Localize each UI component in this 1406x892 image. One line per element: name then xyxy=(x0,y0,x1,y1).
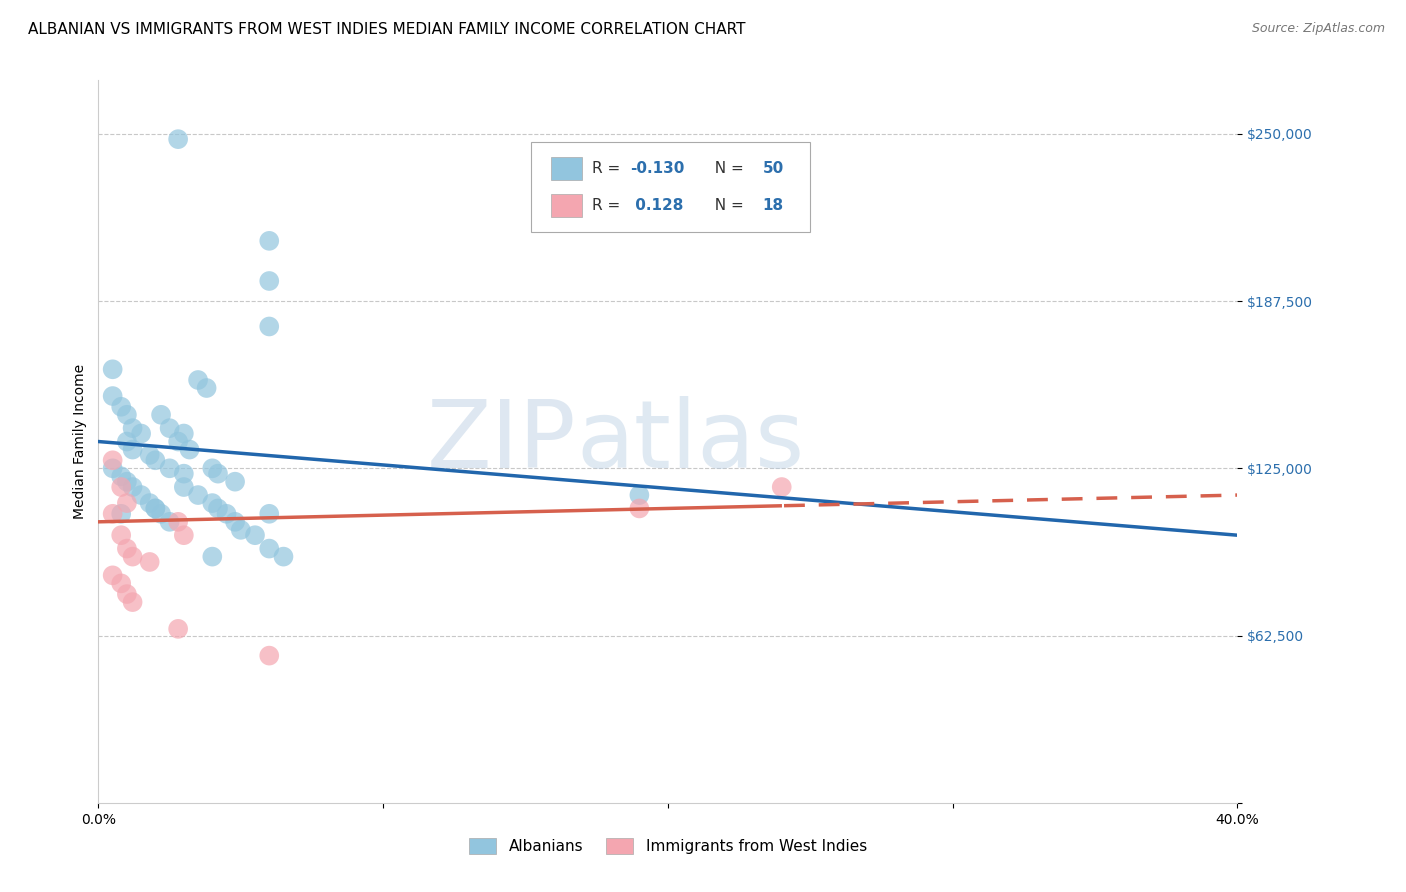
Point xyxy=(159,461,181,475)
Point xyxy=(115,587,138,601)
Point xyxy=(195,381,218,395)
Point xyxy=(201,549,224,564)
Point xyxy=(207,467,229,481)
Point xyxy=(173,480,195,494)
Text: ALBANIAN VS IMMIGRANTS FROM WEST INDIES MEDIAN FAMILY INCOME CORRELATION CHART: ALBANIAN VS IMMIGRANTS FROM WEST INDIES … xyxy=(28,22,745,37)
Point xyxy=(224,515,246,529)
Point xyxy=(259,234,281,248)
Point xyxy=(259,319,281,334)
Point xyxy=(101,568,124,582)
Point xyxy=(110,507,132,521)
Point xyxy=(167,515,190,529)
Point xyxy=(173,528,195,542)
Point xyxy=(129,426,152,441)
Point xyxy=(167,622,190,636)
Text: -0.130: -0.130 xyxy=(630,161,685,176)
Point xyxy=(201,496,224,510)
Text: R =: R = xyxy=(592,198,624,212)
Point xyxy=(150,507,173,521)
Point xyxy=(770,480,793,494)
Point xyxy=(243,528,266,542)
Point xyxy=(121,421,143,435)
Legend: Albanians, Immigrants from West Indies: Albanians, Immigrants from West Indies xyxy=(463,832,873,860)
Point xyxy=(179,442,201,457)
Point xyxy=(167,434,190,449)
Point xyxy=(229,523,252,537)
Point xyxy=(173,426,195,441)
Point xyxy=(259,274,281,288)
Point xyxy=(101,461,124,475)
Point xyxy=(110,528,132,542)
Point xyxy=(215,507,238,521)
Point xyxy=(101,389,124,403)
FancyBboxPatch shape xyxy=(551,194,582,217)
FancyBboxPatch shape xyxy=(551,157,582,180)
Text: Source: ZipAtlas.com: Source: ZipAtlas.com xyxy=(1251,22,1385,36)
FancyBboxPatch shape xyxy=(531,142,810,232)
Point xyxy=(150,408,173,422)
Point xyxy=(259,648,281,663)
Point xyxy=(159,515,181,529)
Point xyxy=(129,488,152,502)
Point xyxy=(121,595,143,609)
Text: 50: 50 xyxy=(762,161,783,176)
Point xyxy=(201,461,224,475)
Point xyxy=(101,507,124,521)
Point xyxy=(110,469,132,483)
Text: N =: N = xyxy=(706,198,749,212)
Point xyxy=(173,467,195,481)
Point xyxy=(110,400,132,414)
Point xyxy=(138,496,160,510)
Point xyxy=(101,362,124,376)
Point xyxy=(159,421,181,435)
Point xyxy=(115,475,138,489)
Y-axis label: Median Family Income: Median Family Income xyxy=(73,364,87,519)
Point xyxy=(138,448,160,462)
Point xyxy=(259,507,281,521)
Text: 0.128: 0.128 xyxy=(630,198,683,212)
Point xyxy=(115,541,138,556)
Text: N =: N = xyxy=(706,161,749,176)
Text: atlas: atlas xyxy=(576,395,806,488)
Point xyxy=(145,453,167,467)
Point xyxy=(115,408,138,422)
Text: 18: 18 xyxy=(762,198,783,212)
Point xyxy=(115,434,138,449)
Point xyxy=(187,488,209,502)
Point xyxy=(115,496,138,510)
Point xyxy=(224,475,246,489)
Point xyxy=(273,549,295,564)
Point xyxy=(167,132,190,146)
Point xyxy=(121,549,143,564)
Point xyxy=(121,480,143,494)
Point xyxy=(628,501,651,516)
Point xyxy=(145,501,167,516)
Point xyxy=(110,480,132,494)
Point xyxy=(138,555,160,569)
Point xyxy=(110,576,132,591)
Point xyxy=(628,488,651,502)
Point xyxy=(259,541,281,556)
Point xyxy=(187,373,209,387)
Text: ZIP: ZIP xyxy=(427,395,576,488)
Point xyxy=(101,453,124,467)
Text: R =: R = xyxy=(592,161,624,176)
Point xyxy=(207,501,229,516)
Point xyxy=(121,442,143,457)
Point xyxy=(145,501,167,516)
